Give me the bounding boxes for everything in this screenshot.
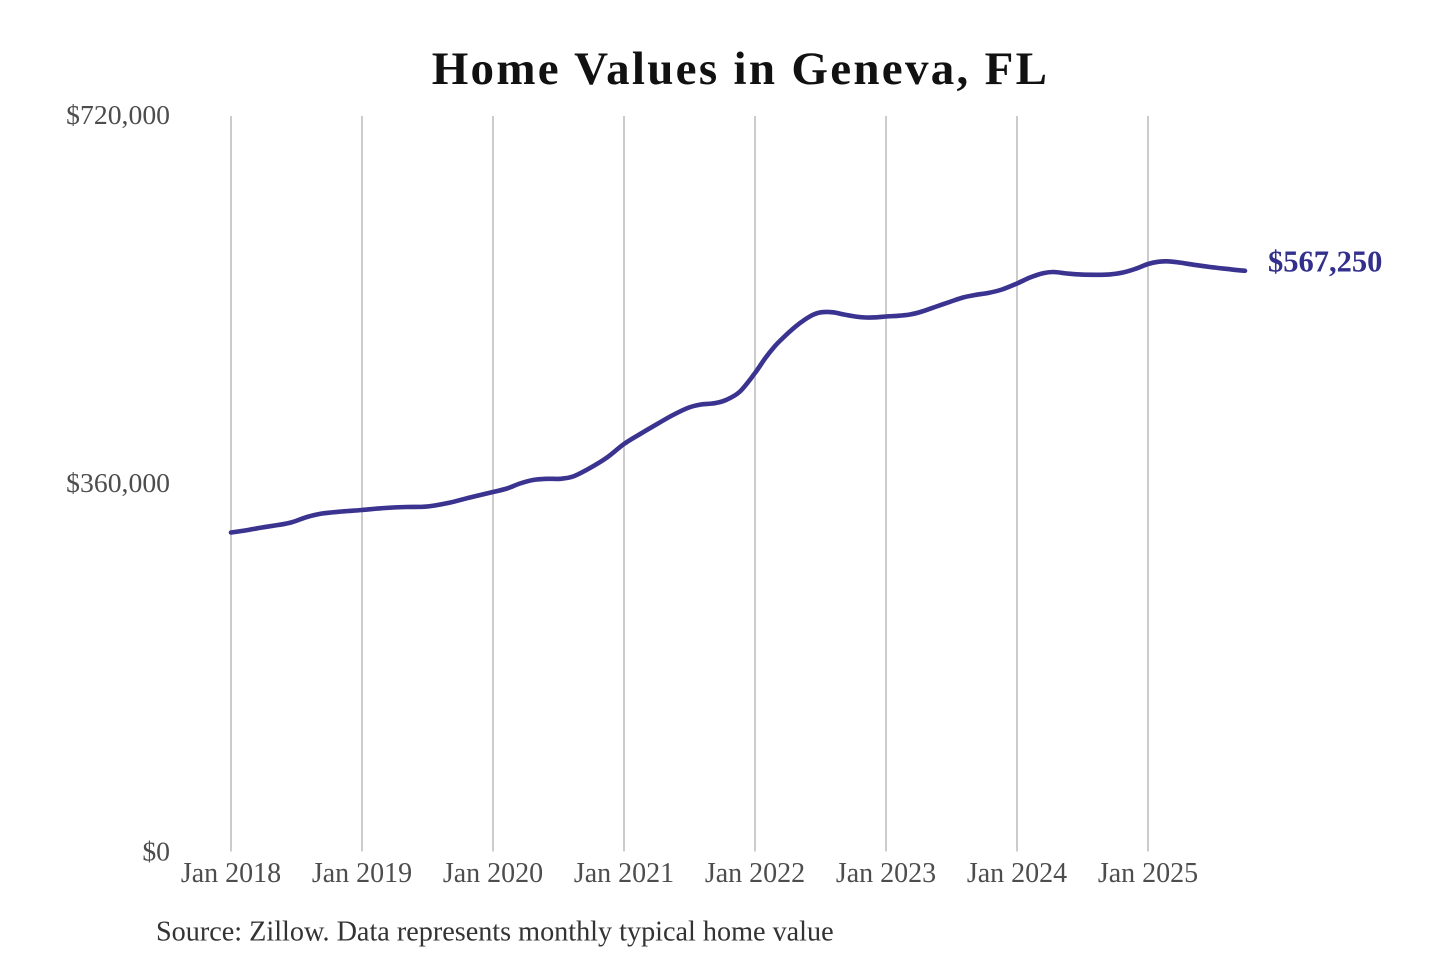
svg-text:Jan 2025: Jan 2025: [1098, 858, 1198, 889]
svg-text:Jan 2018: Jan 2018: [181, 858, 281, 889]
svg-text:$567,250: $567,250: [1268, 244, 1382, 278]
svg-text:Source: Zillow. Data represent: Source: Zillow. Data represents monthly …: [156, 917, 834, 948]
svg-text:Jan 2021: Jan 2021: [574, 858, 674, 889]
svg-text:Home Values in Geneva, FL: Home Values in Geneva, FL: [432, 43, 1050, 95]
svg-text:$720,000: $720,000: [66, 99, 170, 130]
svg-text:Jan 2024: Jan 2024: [967, 858, 1067, 889]
svg-text:Jan 2022: Jan 2022: [705, 858, 805, 889]
svg-text:Jan 2020: Jan 2020: [443, 858, 543, 889]
svg-text:$360,000: $360,000: [66, 467, 170, 498]
svg-text:$0: $0: [142, 836, 170, 867]
svg-text:Jan 2019: Jan 2019: [312, 858, 412, 889]
svg-text:Jan 2023: Jan 2023: [836, 858, 936, 889]
